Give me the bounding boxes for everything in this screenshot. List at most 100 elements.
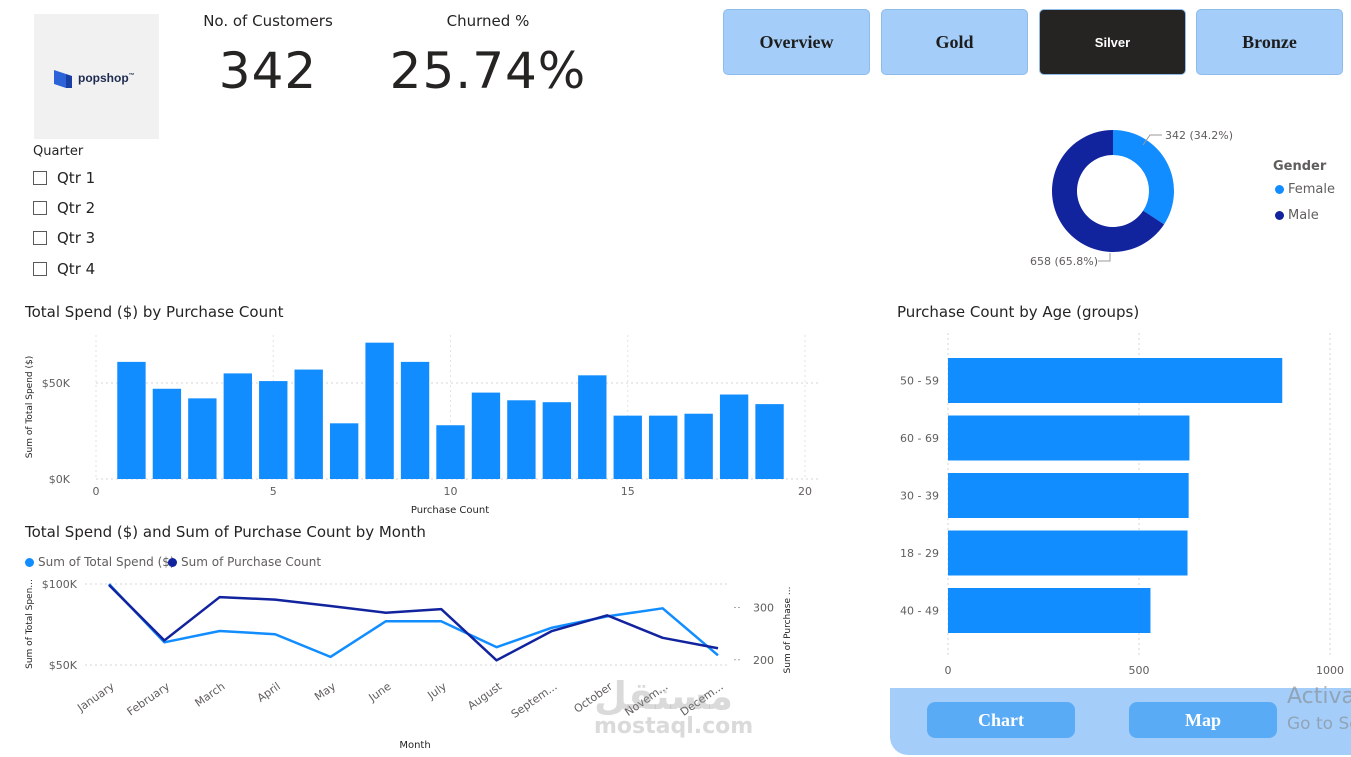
bar[interactable] (578, 375, 607, 479)
legend-male[interactable]: Male (1275, 208, 1319, 223)
bar[interactable] (755, 404, 784, 479)
checkbox[interactable] (33, 201, 47, 215)
y-tick-label: 18 - 29 (900, 547, 939, 560)
x-tick-label: February (125, 680, 173, 719)
by-age-chart: 0 500 1000 50 - 59 60 - 69 30 - 39 18 - 29 40 -… (900, 333, 1344, 677)
x-tick-label: 500 (1129, 664, 1150, 677)
churn-kpi-label: Churned % (446, 12, 530, 30)
chart-button[interactable]: Chart (927, 702, 1075, 738)
map-button[interactable]: Map (1129, 702, 1277, 738)
gender-donut-chart: 342 (34.2%) 658 (65.8%) (1030, 129, 1233, 268)
quarter-option-4[interactable]: Qtr 4 (33, 259, 95, 279)
legend-purchase-count[interactable]: Sum of Purchase Count (168, 555, 321, 569)
bar[interactable] (117, 361, 146, 479)
legend-label: Sum of Purchase Count (181, 555, 322, 569)
activate-windows-text: Activa (1287, 684, 1351, 709)
age-bar[interactable] (948, 415, 1190, 461)
purchase-count-line[interactable] (108, 584, 719, 662)
legend-total-spend[interactable]: Sum of Total Spend ($) (25, 555, 175, 569)
y-tick-label: 60 - 69 (900, 432, 939, 445)
spend-by-purchase-title: Total Spend ($) by Purchase Count (25, 303, 284, 321)
bar[interactable] (259, 381, 288, 479)
bar[interactable] (507, 400, 536, 479)
customers-kpi-label: No. of Customers (203, 12, 333, 30)
x-tick-label: 0 (93, 485, 100, 498)
quarter-option-label: Qtr 4 (57, 260, 96, 278)
donut-label-female: 342 (34.2%) (1165, 129, 1233, 142)
quarter-slicer-title: Quarter (33, 144, 84, 159)
bar[interactable] (471, 392, 501, 479)
total-spend-line[interactable] (108, 583, 719, 659)
x-tick-label: March (193, 680, 228, 710)
bar[interactable] (719, 394, 749, 479)
leader-line (1142, 134, 1162, 146)
quarter-option-3[interactable]: Qtr 3 (33, 228, 95, 248)
logo-text: popshop™ (78, 71, 135, 85)
age-bar[interactable] (948, 473, 1189, 518)
x-tick-label: 20 (798, 485, 812, 498)
tab-overview[interactable]: Overview (723, 9, 870, 75)
age-bar[interactable] (948, 358, 1283, 403)
bar[interactable] (329, 423, 359, 479)
x-axis-label: Month (399, 740, 430, 751)
x-tick-label: Septem... (509, 680, 560, 721)
donut-slice-female[interactable] (1113, 130, 1174, 225)
x-tick-label: May (312, 680, 338, 704)
by-month-title: Total Spend ($) and Sum of Purchase Coun… (25, 523, 426, 541)
tab-gold[interactable]: Gold (881, 9, 1028, 75)
bar[interactable] (613, 415, 642, 479)
legend-female[interactable]: Female (1275, 182, 1335, 197)
bar[interactable] (223, 373, 252, 479)
y-tick-label: 30 - 39 (900, 490, 939, 503)
customers-kpi-value: 342 (218, 42, 318, 100)
x-tick-label: January (74, 680, 117, 715)
watermark-url: mostaql.com (594, 714, 754, 739)
watermark-logo: مستقل (594, 674, 733, 718)
bar[interactable] (400, 361, 430, 479)
checkbox[interactable] (33, 262, 47, 276)
bar[interactable] (542, 402, 572, 479)
x-tick-label: August (465, 679, 505, 712)
legend-label: Sum of Total Spend ($) (38, 555, 175, 569)
by-age-title: Purchase Count by Age (groups) (897, 303, 1140, 321)
y-left-axis-label: Sum of Total Spen... (25, 579, 35, 669)
x-tick-label: 1000 (1316, 664, 1344, 677)
tab-silver[interactable]: Silver (1039, 9, 1186, 75)
quarter-option-1[interactable]: Qtr 1 (33, 168, 95, 188)
bar[interactable] (436, 425, 465, 479)
y-tick-label: 50 - 59 (900, 375, 939, 388)
y-left-tick-label: $100K (42, 578, 78, 591)
gender-legend-title: Gender (1273, 159, 1327, 174)
bar[interactable] (684, 413, 713, 479)
legend-label: Female (1288, 182, 1336, 197)
y-left-tick-label: $50K (49, 659, 78, 672)
x-tick-label: 10 (444, 485, 458, 498)
leader-line (1098, 253, 1111, 262)
quarter-option-2[interactable]: Qtr 2 (33, 198, 95, 218)
age-bar[interactable] (948, 530, 1188, 576)
x-tick-label: April (255, 680, 283, 705)
tab-bronze[interactable]: Bronze (1196, 9, 1343, 75)
quarter-option-label: Qtr 3 (57, 229, 96, 247)
x-tick-label: 5 (270, 485, 277, 498)
checkbox[interactable] (33, 171, 47, 185)
legend-dot (1275, 185, 1284, 194)
bar[interactable] (365, 342, 394, 479)
bar[interactable] (294, 369, 323, 479)
bar[interactable] (188, 398, 217, 479)
popshop-logo-icon (54, 70, 72, 88)
y-tick-label: 40 - 49 (900, 605, 939, 618)
y-axis-label: Sum of Total Spend ($) (25, 356, 35, 458)
bar[interactable] (649, 415, 678, 479)
legend-dot (168, 557, 177, 567)
donut-slice-male[interactable] (1052, 130, 1165, 252)
x-tick-label: July (424, 680, 449, 703)
checkbox[interactable] (33, 231, 47, 245)
quarter-option-label: Qtr 2 (57, 199, 96, 217)
x-tick-label: 0 (945, 664, 952, 677)
by-month-chart: $50K $100K 200 300 January February March April… (25, 578, 793, 751)
bar[interactable] (152, 388, 182, 479)
activate-windows-subtext: Go to Se (1287, 714, 1351, 734)
legend-dot (25, 557, 34, 567)
age-bar[interactable] (948, 588, 1151, 633)
